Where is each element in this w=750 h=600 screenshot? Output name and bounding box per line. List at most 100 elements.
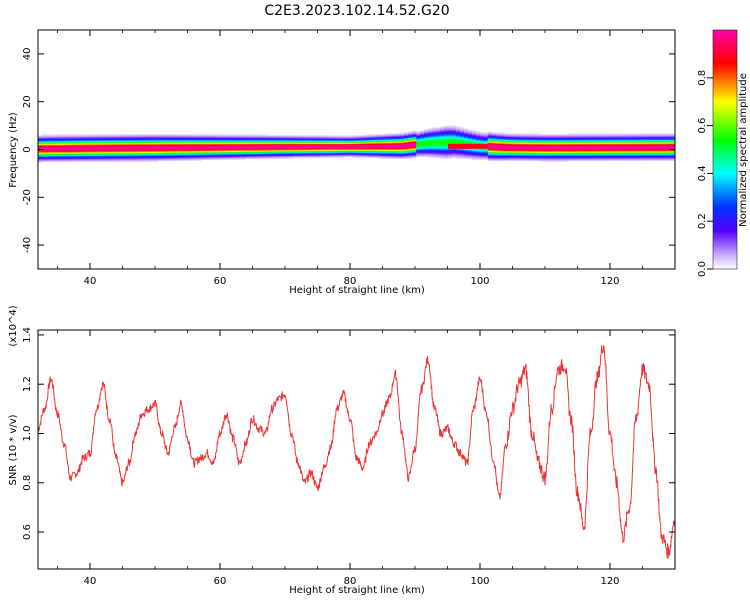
heatmap-cell xyxy=(639,146,644,148)
heatmap-cell xyxy=(121,155,126,157)
heatmap-cell xyxy=(579,146,584,148)
heatmap-cell xyxy=(360,153,365,155)
heatmap-cell xyxy=(205,143,210,145)
heatmap-cell xyxy=(460,138,465,140)
heatmap-cell xyxy=(487,139,493,141)
heatmap-cell xyxy=(169,158,174,160)
heatmap-cell xyxy=(424,147,429,149)
heatmap-cell xyxy=(587,139,592,141)
heatmap-cell xyxy=(491,156,497,158)
heatmap-cell xyxy=(587,142,592,144)
heatmap-cell xyxy=(583,154,588,156)
heatmap-cell xyxy=(607,158,612,160)
heatmap-cell xyxy=(300,147,306,149)
heatmap-cell xyxy=(233,154,238,156)
heatmap-cell xyxy=(360,141,365,143)
heatmap-cell xyxy=(360,149,365,151)
heatmap-cell xyxy=(57,143,63,145)
heatmap-cell xyxy=(655,155,660,157)
heatmap-cell xyxy=(471,151,477,153)
heatmap-cell xyxy=(651,159,656,161)
heatmap-cell xyxy=(408,150,413,152)
heatmap-cell xyxy=(643,153,648,155)
heatmap-cell xyxy=(45,152,51,154)
heatmap-cell xyxy=(659,143,664,145)
heatmap-cell xyxy=(475,139,481,141)
heatmap-cell xyxy=(149,143,154,145)
heatmap-cell xyxy=(571,157,576,159)
heatmap-cell xyxy=(256,146,262,148)
heatmap-cell xyxy=(344,147,349,149)
heatmap-cell xyxy=(539,139,544,141)
heatmap-cell xyxy=(93,148,99,150)
heatmap-cell xyxy=(268,152,274,154)
heatmap-cell xyxy=(149,138,154,140)
heatmap-cell xyxy=(165,149,170,151)
heatmap-cell xyxy=(324,136,329,138)
heatmap-cell xyxy=(169,149,174,151)
heatmap-cell xyxy=(559,156,564,158)
heatmap-cell xyxy=(619,157,624,159)
heatmap-cell xyxy=(479,153,485,155)
heatmap-cell xyxy=(571,152,576,154)
heatmap-cell xyxy=(233,144,238,146)
heatmap-cell xyxy=(348,151,353,153)
heatmap-cell xyxy=(663,150,668,152)
heatmap-cell xyxy=(133,158,138,160)
heatmap-cell xyxy=(217,135,222,137)
heatmap-cell xyxy=(77,144,83,146)
heatmap-cell xyxy=(252,136,258,138)
heatmap-cell xyxy=(655,148,660,150)
heatmap-cell xyxy=(627,154,632,156)
heatmap-cell xyxy=(201,154,206,156)
heatmap-cell xyxy=(555,139,560,141)
heatmap-cell xyxy=(519,155,525,157)
heatmap-cell xyxy=(563,143,568,145)
heatmap-cell xyxy=(623,159,628,161)
heatmap-cell xyxy=(85,137,91,139)
heatmap-cell xyxy=(579,140,584,142)
heatmap-cell xyxy=(45,144,51,146)
heatmap-cell xyxy=(400,148,405,150)
heatmap-cell xyxy=(61,149,67,151)
heatmap-cell xyxy=(69,152,75,154)
heatmap-cell xyxy=(503,147,509,149)
heatmap-cell xyxy=(440,157,445,159)
heatmap-cell xyxy=(432,134,437,136)
heatmap-cell xyxy=(149,144,154,146)
heatmap-cell xyxy=(260,134,266,136)
heatmap-cell xyxy=(65,134,71,136)
heatmap-cell xyxy=(416,153,421,155)
heatmap-cell xyxy=(479,152,485,154)
heatmap-cell xyxy=(671,153,675,155)
heatmap-cell xyxy=(456,151,461,153)
heatmap-cell xyxy=(209,143,214,145)
heatmap-cell xyxy=(551,137,556,139)
heatmap-cell xyxy=(555,149,560,151)
heatmap-cell xyxy=(97,156,102,158)
heatmap-cell xyxy=(432,148,437,150)
heatmap-cell xyxy=(372,148,377,150)
heatmap-cell xyxy=(440,148,445,150)
heatmap-cell xyxy=(264,145,270,147)
heatmap-cell xyxy=(113,142,118,144)
heatmap-cell xyxy=(428,132,433,134)
heatmap-cell xyxy=(543,154,548,156)
heatmap-cell xyxy=(467,129,473,131)
heatmap-cell xyxy=(268,147,274,149)
heatmap-cell xyxy=(157,138,162,140)
heatmap-cell xyxy=(53,137,59,139)
heatmap-cell xyxy=(69,138,75,140)
heatmap-cell xyxy=(153,156,158,158)
heatmap-cell xyxy=(623,143,628,145)
heatmap-cell xyxy=(448,139,453,141)
heatmap-cell xyxy=(475,149,481,151)
heatmap-cell xyxy=(456,135,461,137)
heatmap-cell xyxy=(507,144,513,146)
heatmap-cell xyxy=(392,152,397,154)
heatmap-cell xyxy=(284,153,290,155)
heatmap-cell xyxy=(547,150,552,152)
heatmap-cell xyxy=(643,142,648,144)
heatmap-cell xyxy=(245,148,250,150)
heatmap-cell xyxy=(639,140,644,142)
